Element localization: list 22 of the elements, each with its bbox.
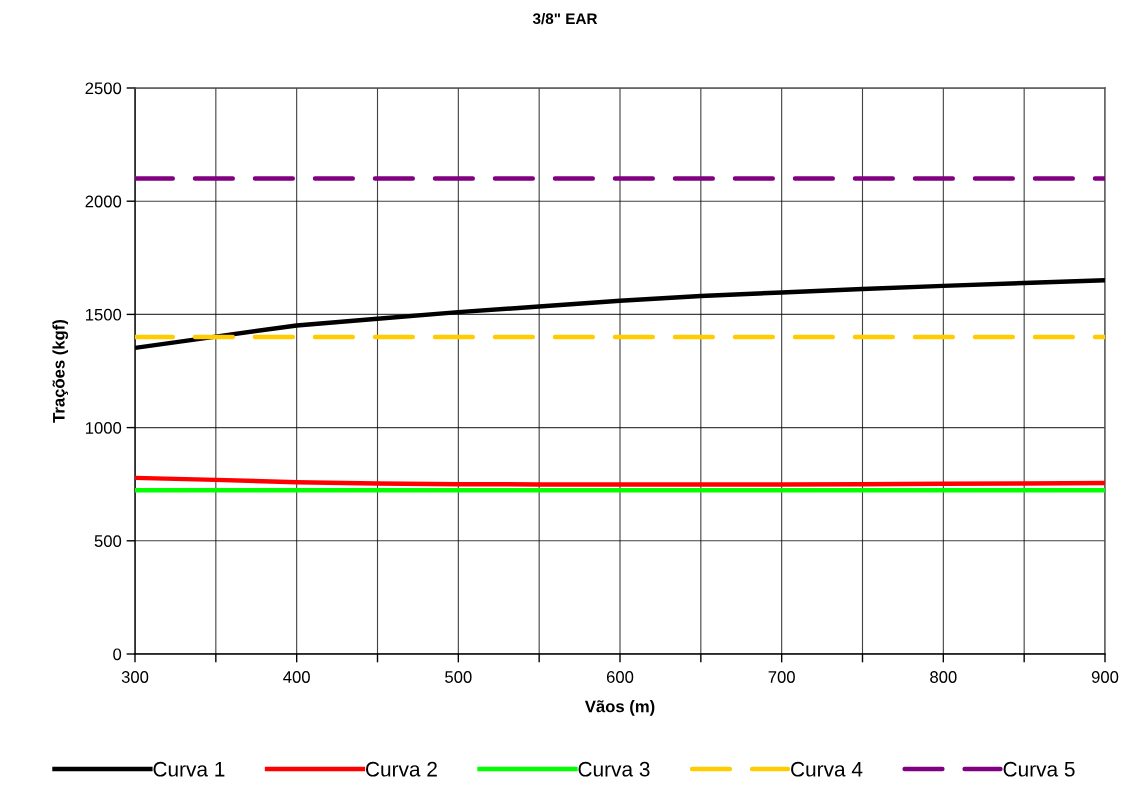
y-tick-label: 1000 — [86, 422, 122, 434]
x-axis-title: Vãos (m) — [584, 700, 655, 716]
line-series — [135, 475, 1105, 487]
y-axis-title: Trações (kgf) — [52, 319, 69, 423]
x-tick-label: 500 — [445, 671, 472, 683]
y-tick-label: 1500 — [86, 308, 122, 321]
x-tick-label: 600 — [606, 671, 634, 683]
y-tick-label: 500 — [94, 535, 122, 547]
y-tick-label: 0 — [113, 648, 122, 661]
chart-title: 3/8" EAR — [532, 12, 598, 25]
legend-label: Curva 5 — [1003, 761, 1075, 777]
legend-label: Curva 4 — [791, 761, 863, 777]
y-tick-label: 2500 — [85, 82, 122, 95]
x-tick-label: 400 — [283, 671, 310, 683]
x-tick-label: 900 — [1091, 671, 1119, 683]
legend-label: Curva 2 — [366, 761, 437, 777]
x-tick-label: 800 — [930, 671, 957, 683]
legend-label: Curva 3 — [578, 761, 650, 777]
x-tick-label: 700 — [768, 671, 795, 683]
y-tick-label: 2000 — [85, 195, 122, 208]
legend-label: Curva 1 — [153, 761, 225, 777]
x-tick-label: 300 — [121, 671, 149, 683]
